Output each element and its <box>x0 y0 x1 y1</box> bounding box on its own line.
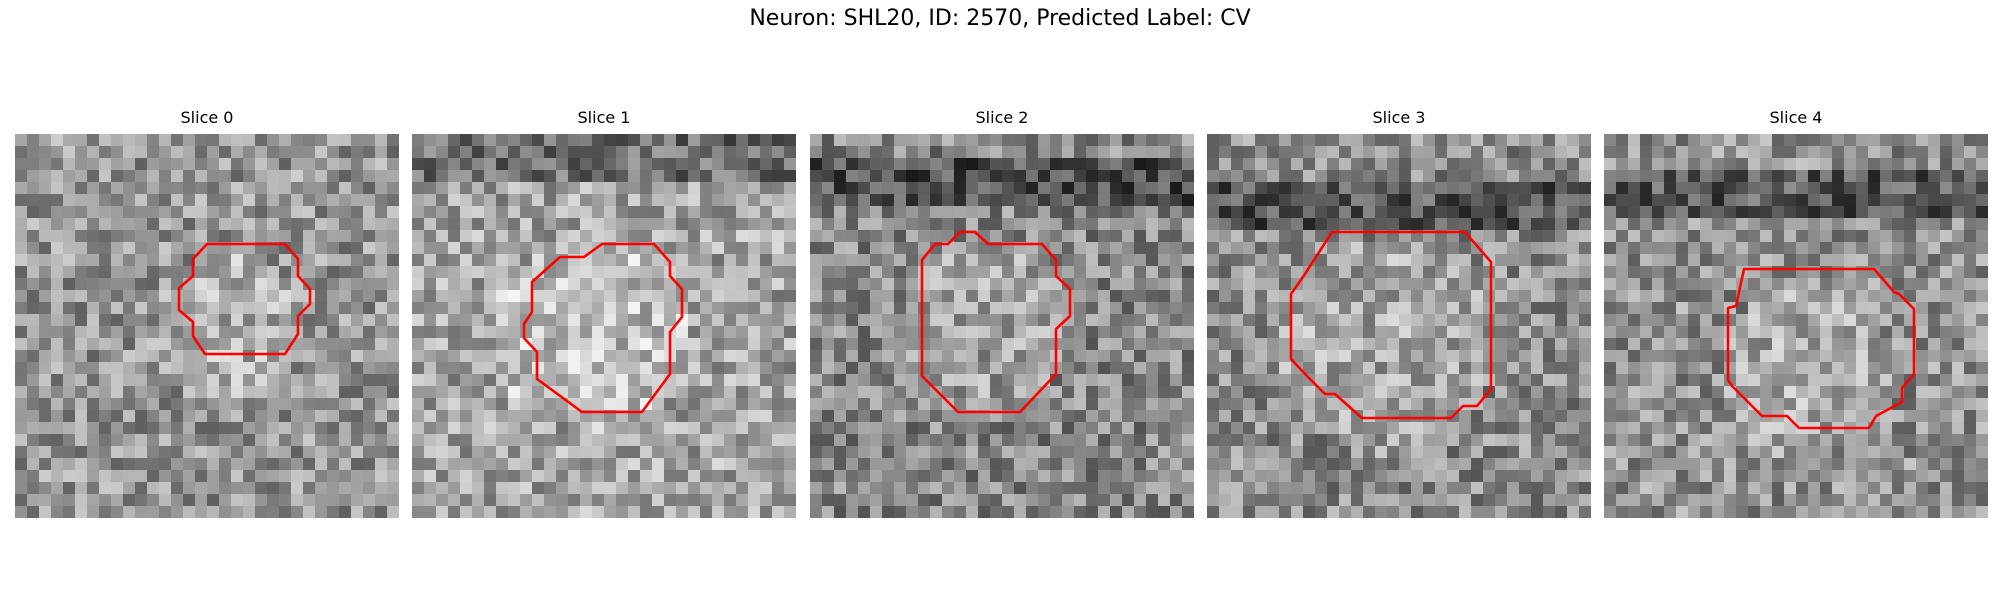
figure-title: Neuron: SHL20, ID: 2570, Predicted Label… <box>749 6 1251 31</box>
slice-title: Slice 1 <box>577 108 631 127</box>
roi-contour <box>177 242 312 356</box>
slice-image-3 <box>1207 134 1591 518</box>
slice-title: Slice 4 <box>1769 108 1823 127</box>
roi-contour <box>920 230 1072 414</box>
slice-title: Slice 3 <box>1372 108 1426 127</box>
slice-image-4 <box>1604 134 1988 518</box>
slice-image-2 <box>810 134 1194 518</box>
slice-title: Slice 0 <box>180 108 234 127</box>
roi-contour <box>1726 267 1916 430</box>
slice-image-1 <box>412 134 796 518</box>
slice-title: Slice 2 <box>975 108 1029 127</box>
roi-contour <box>522 242 684 414</box>
slice-image-0 <box>15 134 399 518</box>
roi-contour <box>1289 230 1493 420</box>
